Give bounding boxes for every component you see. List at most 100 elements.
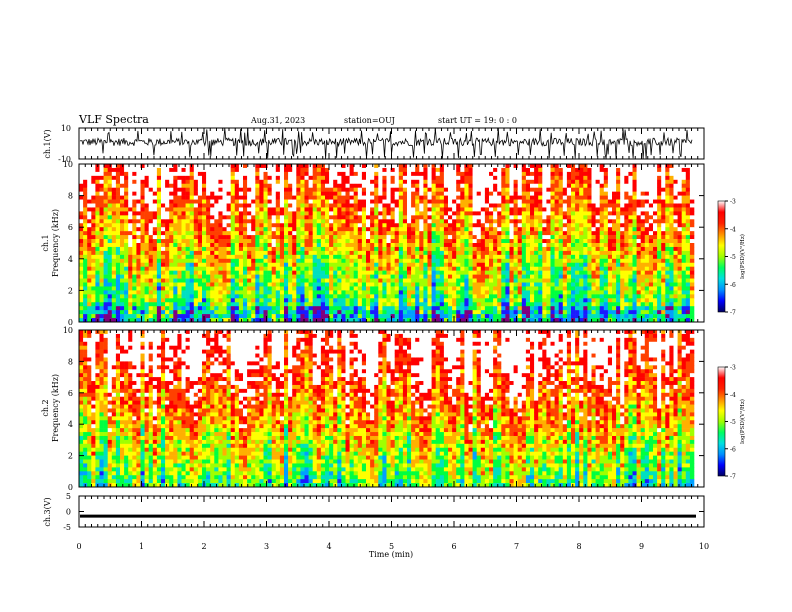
spectrogram-cell — [566, 246, 572, 252]
spectrogram-cell — [407, 179, 412, 185]
spectrogram-cell — [386, 207, 391, 212]
spectrogram-cell — [456, 294, 461, 299]
spectrogram-cell — [550, 246, 555, 252]
spectrogram-cell — [251, 187, 256, 192]
spectrogram-cell — [345, 187, 350, 192]
spectrogram-cell — [87, 270, 92, 275]
spectrogram-cell — [288, 235, 293, 240]
spectrogram-cell — [329, 290, 334, 295]
spectrogram-cell — [259, 306, 264, 311]
spectrogram-cell — [493, 179, 498, 185]
spectrogram-cell — [259, 191, 264, 196]
spectrogram-cell — [550, 239, 555, 244]
spectrogram-cell — [468, 258, 473, 264]
spectrogram-cell — [148, 310, 154, 315]
spectrogram-cell — [140, 191, 145, 196]
spectrogram-cell — [366, 171, 371, 177]
spectrogram-cell — [251, 191, 256, 196]
spectrogram-cell — [370, 246, 375, 252]
spectrogram-cell — [402, 235, 408, 240]
spectrogram-cell — [456, 274, 461, 279]
spectrogram-cell — [484, 175, 490, 181]
spectrogram-cell — [452, 211, 457, 216]
spectrogram-cell — [525, 167, 531, 173]
spectrogram-cell — [234, 298, 240, 303]
spectrogram-cell — [345, 183, 350, 188]
spectrogram-cell — [480, 258, 486, 264]
spectrogram-cell — [497, 286, 502, 291]
spectrogram-cell — [206, 306, 211, 311]
spectrogram-cell — [489, 235, 494, 240]
spectrogram-cell — [267, 219, 272, 224]
spectrogram-cell — [390, 266, 395, 271]
spectrogram-cell — [230, 203, 236, 208]
spectrogram-cell — [152, 270, 158, 275]
spectrogram-cell — [571, 183, 576, 188]
spectrogram-cell — [275, 231, 281, 236]
spectrogram-cell — [423, 223, 428, 228]
spectrogram-cell — [525, 306, 531, 311]
spectrogram-cell — [579, 246, 584, 252]
spectrogram-cell — [579, 195, 584, 200]
spectrogram-cell — [423, 187, 428, 192]
spectrogram-cell — [292, 262, 297, 267]
spectrogram-cell — [206, 227, 211, 232]
spectrogram-cell — [83, 254, 88, 260]
spectrogram-cell — [550, 314, 555, 319]
spectrogram-cell — [140, 262, 145, 267]
spectrogram-cell — [575, 298, 580, 303]
spectrogram-cell — [571, 239, 576, 244]
spectrogram-cell — [546, 187, 551, 192]
spectrogram-cell — [320, 171, 326, 177]
spectrogram-cell — [230, 207, 236, 212]
spectrogram-cell — [501, 239, 506, 244]
spectrogram-cell — [308, 282, 313, 287]
spectrogram-cell — [275, 195, 281, 200]
spectrogram-cell — [357, 215, 363, 220]
spectrogram-cell — [337, 258, 342, 264]
spectrogram-cell — [361, 262, 367, 267]
spectrogram-cell — [534, 314, 539, 319]
spectrogram-cell — [509, 310, 514, 315]
spectrogram-cell — [234, 294, 240, 299]
spectrogram-cell — [468, 215, 473, 220]
spectrogram-cell — [300, 250, 305, 256]
spectrogram-cell — [448, 227, 453, 232]
spectrogram-cell — [366, 215, 371, 220]
spectrogram-cell — [107, 175, 113, 181]
spectrogram-cell — [493, 318, 498, 323]
spectrogram-cell — [366, 270, 371, 275]
spectrogram-cell — [214, 191, 219, 196]
spectrogram-cell — [435, 306, 441, 311]
spectrogram-cell — [505, 211, 510, 216]
spectrogram-cell — [95, 171, 100, 177]
spectrogram-cell — [91, 286, 96, 291]
spectrogram-cell — [353, 215, 359, 220]
spectrogram-cell — [546, 274, 551, 279]
spectrogram-cell — [562, 199, 568, 204]
spectrogram-cell — [554, 318, 559, 323]
spectrogram-cell — [366, 282, 371, 287]
spectrogram-cell — [394, 262, 400, 267]
spectrogram-cell — [136, 246, 141, 252]
spectrogram-cell — [251, 207, 256, 212]
spectrogram-cell — [443, 239, 449, 244]
spectrogram-cell — [214, 223, 219, 228]
spectrogram-cell — [493, 183, 498, 188]
spectrogram-cell — [103, 191, 108, 196]
spectrogram-cell — [509, 246, 514, 252]
spectrogram-cell — [382, 314, 387, 319]
spectrogram-cell — [501, 254, 506, 260]
spectrogram-cell — [185, 167, 190, 173]
spectrogram-cell — [431, 195, 436, 200]
spectrogram-cell — [431, 262, 436, 267]
spectrogram-cell — [402, 302, 408, 307]
spectrogram-cell — [534, 175, 539, 181]
spectrogram-cell — [189, 314, 195, 319]
spectrogram-cell — [333, 223, 338, 228]
spectrogram-cell — [579, 191, 584, 196]
spectrogram-cell — [476, 278, 482, 283]
spectrogram-cell — [456, 318, 461, 323]
spectrogram-cell — [189, 258, 195, 264]
spectrogram-cell — [320, 294, 326, 299]
